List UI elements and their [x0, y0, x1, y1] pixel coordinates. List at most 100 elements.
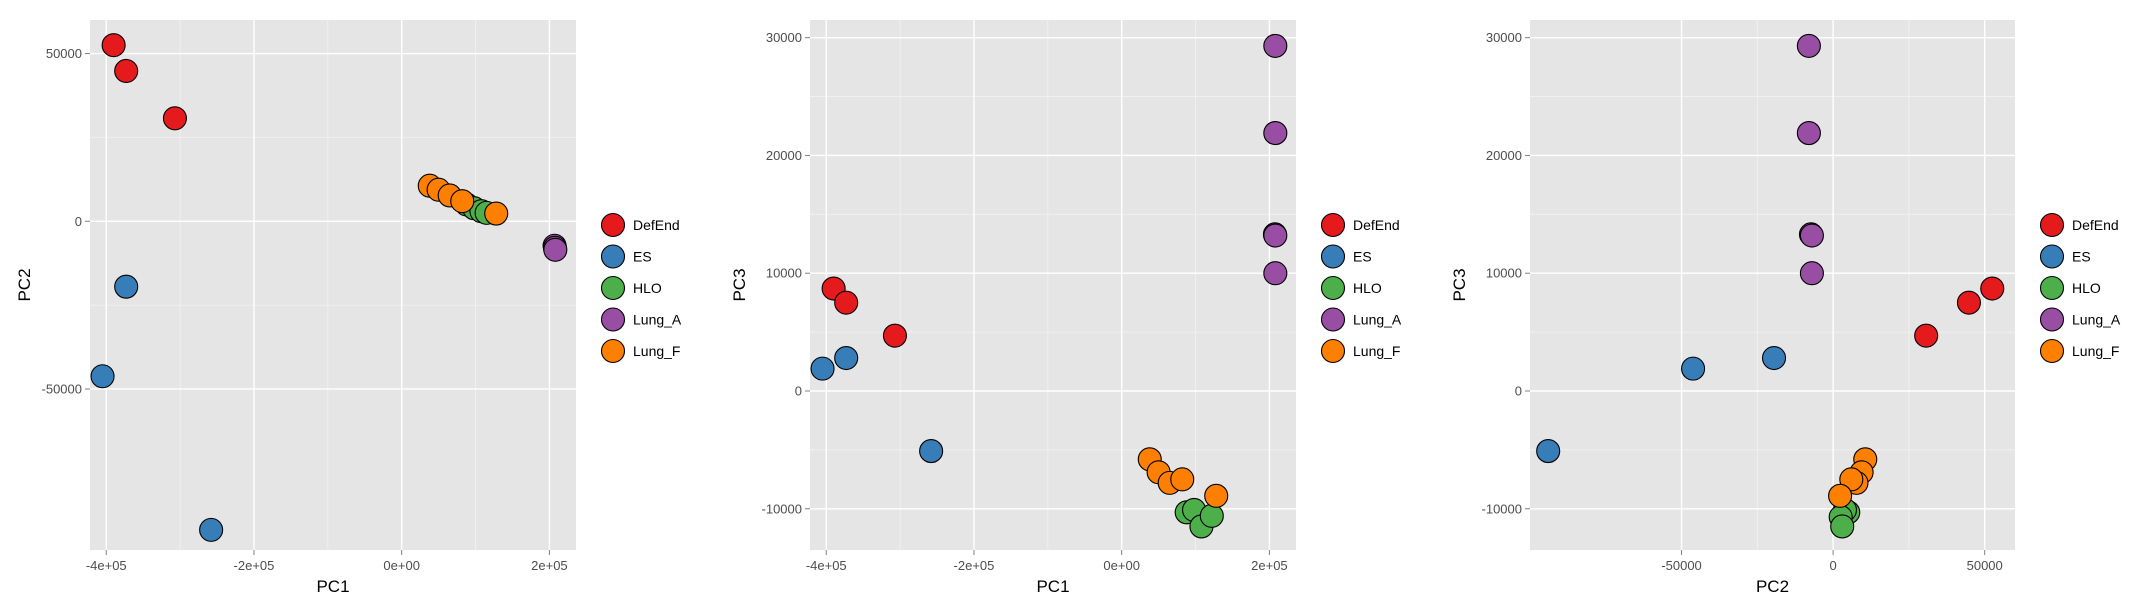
y-tick-label: -10000 — [762, 501, 802, 516]
data-point-lung-a — [543, 237, 568, 262]
legend-label: ES — [2072, 249, 2091, 265]
y-axis-title: PC3 — [1450, 268, 1469, 301]
data-point-lung-a — [1796, 121, 1821, 146]
panel-3: -50000 0 50000 -10000 0 10000 20000 30000 PC2 PC3… — [1450, 20, 2121, 596]
y-tick-label: -50000 — [42, 381, 82, 396]
legend-key-lung-a — [1320, 307, 1346, 332]
legend-key-hlo — [1320, 275, 1346, 301]
data-point-defend — [101, 33, 126, 58]
legend-key-defend — [600, 212, 626, 238]
legend-label: Lung_F — [1353, 343, 1400, 359]
data-point-lung-a — [1263, 261, 1288, 286]
data-point-defend — [1914, 323, 1939, 348]
y-tick-label: -10000 — [1482, 501, 1522, 516]
data-point-defend — [1956, 290, 1981, 315]
panel-2: -4e+05 -2e+05 0e+00 2e+05 -10000 0 10000 20000 3… — [730, 20, 1402, 596]
data-point-defend — [882, 323, 907, 348]
legend-key-es — [2039, 244, 2065, 269]
legend-label: DefEnd — [633, 217, 680, 233]
x-tick-label: 2e+05 — [531, 558, 568, 573]
data-point-lung-a — [1263, 223, 1288, 248]
legend-label: Lung_A — [1353, 312, 1402, 328]
legend-label: ES — [1353, 249, 1372, 265]
legend-label: Lung_A — [2072, 312, 2121, 328]
data-point-lung-a — [1799, 261, 1824, 286]
data-point-es — [919, 439, 944, 464]
x-axis-title: PC2 — [1756, 577, 1789, 596]
data-point-lung-a — [1263, 121, 1288, 146]
y-tick-label: 10000 — [1486, 266, 1522, 281]
legend-label: HLO — [633, 280, 662, 296]
data-point-lung-a — [1796, 33, 1821, 58]
plot-background — [90, 20, 576, 550]
legend-key-hlo — [600, 275, 626, 301]
y-tick-label: 0 — [75, 214, 82, 229]
x-tick-label: 0 — [1830, 558, 1837, 573]
x-tick-label: -2e+05 — [234, 558, 275, 573]
data-point-lung-f — [1828, 483, 1853, 508]
y-tick-label: 10000 — [766, 266, 802, 281]
x-axis-title: PC1 — [316, 577, 349, 596]
legend-key-lung-a — [2039, 307, 2065, 332]
y-tick-label: 30000 — [1486, 30, 1522, 45]
legend-key-lung-f — [600, 338, 626, 364]
x-tick-label: -2e+05 — [954, 558, 995, 573]
y-axis-title: PC3 — [730, 268, 749, 301]
data-point-es — [1536, 439, 1561, 464]
data-point-es — [1681, 356, 1706, 381]
data-point-defend — [834, 290, 859, 315]
plot-background — [810, 20, 1296, 550]
data-point-es — [90, 364, 115, 389]
y-tick-label: 0 — [795, 384, 802, 399]
x-tick-label: 0e+00 — [1103, 558, 1140, 573]
legend-key-es — [1320, 244, 1346, 269]
legend-key-hlo — [2039, 275, 2065, 301]
data-point-defend — [162, 106, 187, 131]
legend-key-lung-f — [1320, 338, 1346, 364]
legend-label: DefEnd — [1353, 217, 1400, 233]
x-axis-title: PC1 — [1036, 577, 1069, 596]
data-point-defend — [1980, 276, 2005, 301]
legend-label: Lung_F — [2072, 343, 2119, 359]
y-tick-label: 0 — [1515, 384, 1522, 399]
legend-label: HLO — [2072, 280, 2101, 296]
data-point-es — [834, 345, 859, 371]
legend-key-lung-f — [2039, 338, 2065, 364]
legend-key-lung-a — [600, 307, 626, 332]
y-tick-label: 20000 — [1486, 148, 1522, 163]
data-point-defend — [114, 58, 139, 84]
y-tick-label: 50000 — [46, 46, 82, 61]
y-tick-label: 30000 — [766, 30, 802, 45]
data-point-es — [114, 274, 139, 299]
data-point-hlo — [1830, 514, 1855, 539]
y-axis-title: PC2 — [15, 268, 34, 301]
legend-key-defend — [2039, 212, 2065, 238]
legend: DefEnd ES HLO Lung_A Lung_F — [2039, 212, 2121, 364]
data-point-lung-a — [1799, 223, 1824, 248]
data-point-es — [1761, 345, 1787, 371]
x-tick-label: -4e+05 — [806, 558, 847, 573]
data-point-hlo — [1199, 503, 1224, 528]
plot-background — [1530, 20, 2015, 550]
data-point-es — [199, 517, 224, 542]
data-point-lung-f — [1204, 483, 1229, 508]
legend-key-es — [600, 244, 626, 269]
x-tick-label: 0e+00 — [383, 558, 420, 573]
y-tick-label: 20000 — [766, 148, 802, 163]
panel-1: -4e+05 -2e+05 0e+00 2e+05 -50000 0 50000 PC1 PC2… — [15, 20, 682, 596]
data-point-lung-a — [1263, 33, 1288, 58]
data-point-es — [810, 356, 835, 381]
legend-label: Lung_A — [633, 312, 682, 328]
x-tick-label: 50000 — [1967, 558, 2003, 573]
legend: DefEnd ES HLO Lung_A Lung_F — [600, 212, 682, 364]
legend-label: Lung_F — [633, 343, 680, 359]
x-tick-label: -50000 — [1661, 558, 1701, 573]
legend-label: DefEnd — [2072, 217, 2119, 233]
x-tick-label: 2e+05 — [1251, 558, 1288, 573]
data-point-lung-f — [1170, 467, 1195, 492]
legend-label: ES — [633, 249, 652, 265]
data-point-lung-f — [450, 189, 475, 214]
data-point-lung-f — [484, 201, 509, 226]
legend: DefEnd ES HLO Lung_A Lung_F — [1320, 212, 1402, 364]
x-tick-label: -4e+05 — [86, 558, 127, 573]
